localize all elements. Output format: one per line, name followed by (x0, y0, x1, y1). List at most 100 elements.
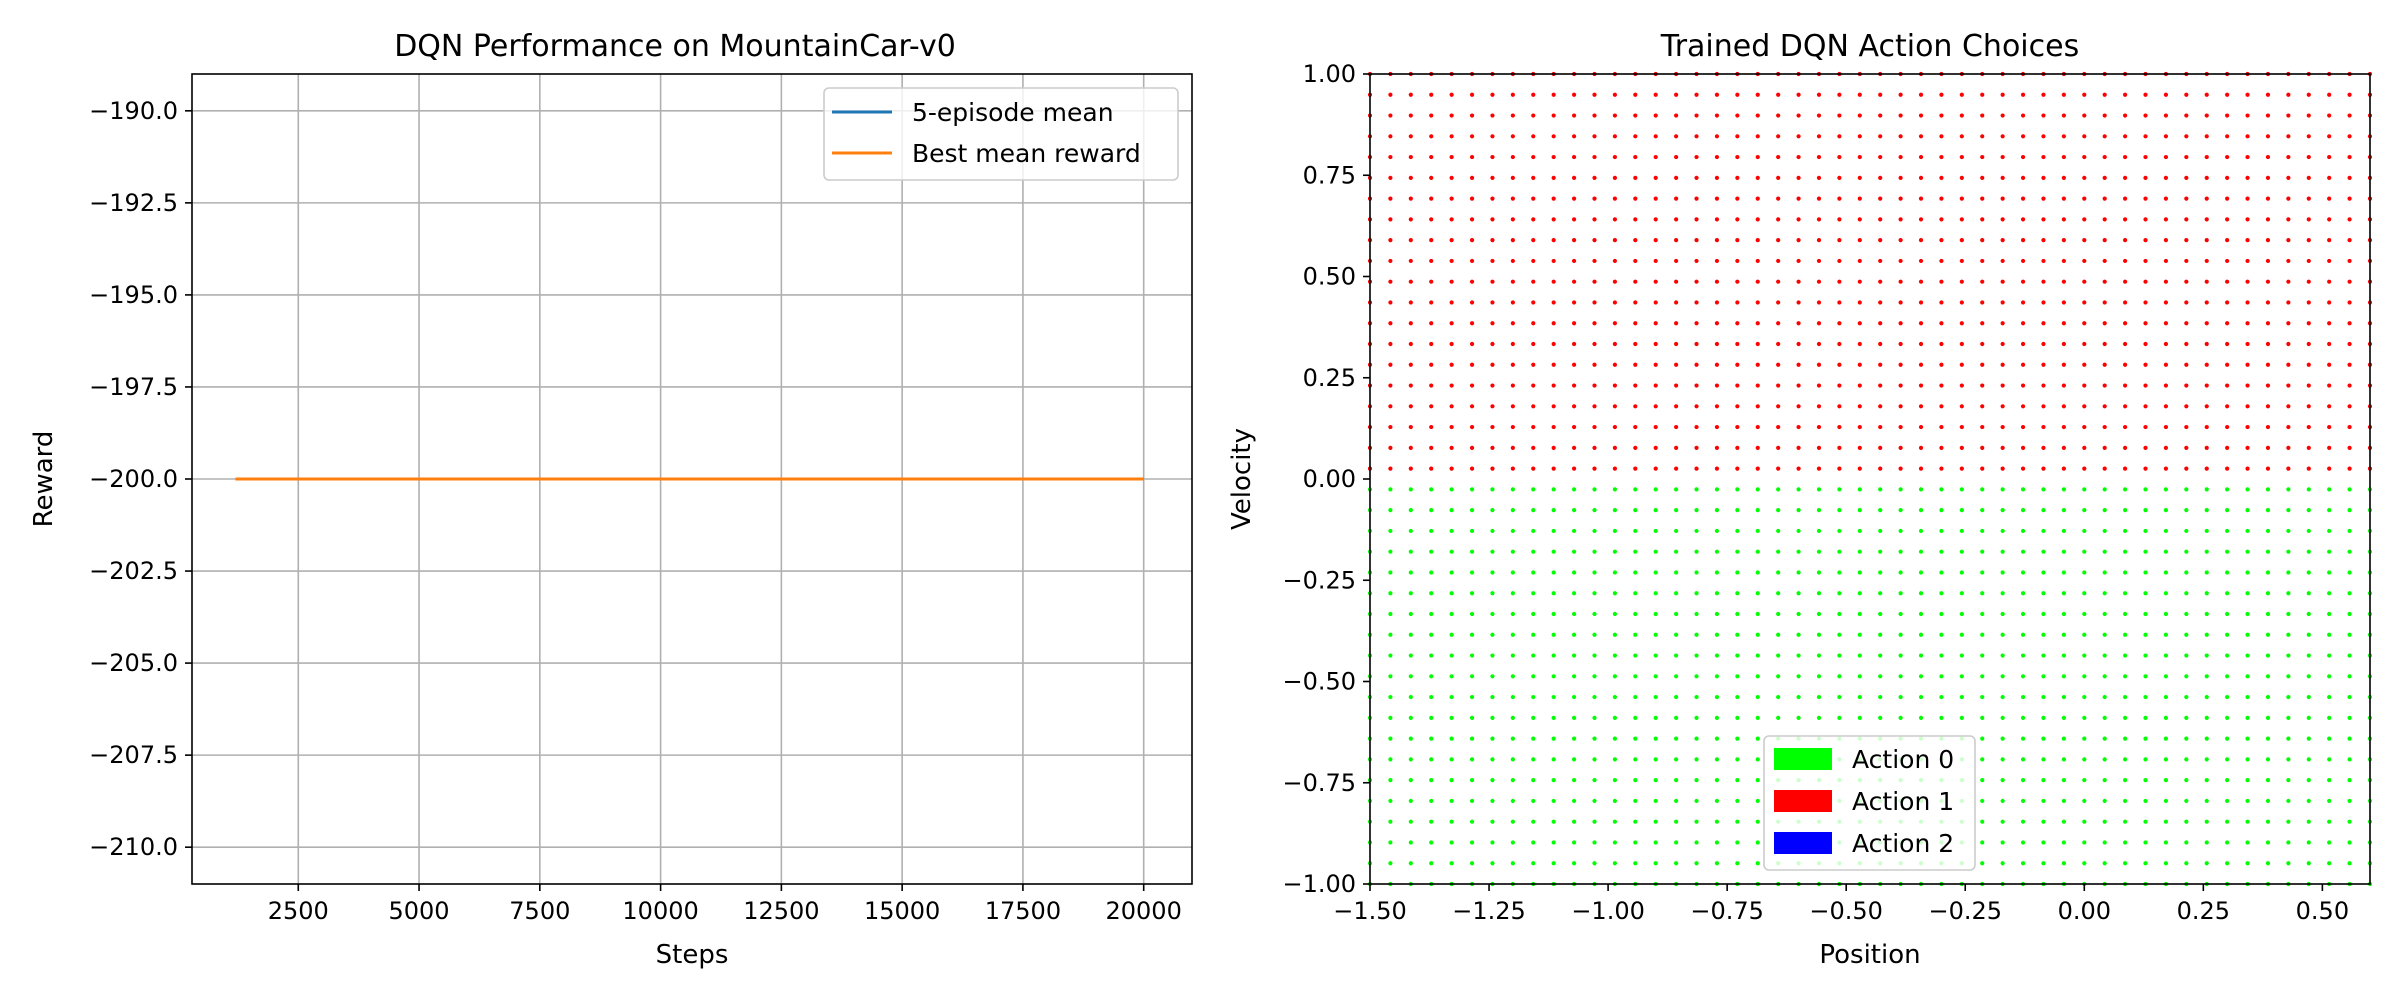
action-point (1633, 611, 1638, 617)
action-point (2245, 341, 2250, 347)
action-point (1918, 154, 1924, 160)
action-point (2265, 653, 2271, 658)
action-point (1878, 300, 1883, 305)
action-point (2245, 238, 2250, 243)
action-point (2286, 321, 2291, 326)
action-point (1898, 674, 1903, 679)
action-point (2245, 653, 2250, 658)
action-point (2327, 279, 2332, 284)
action-point (1857, 611, 1862, 617)
action-point (1755, 196, 1760, 201)
action-point (1714, 404, 1720, 409)
action-point (2327, 154, 2332, 160)
action-point (1918, 674, 1924, 679)
action-point (2306, 341, 2311, 347)
action-point (2306, 279, 2311, 284)
action-point (2265, 113, 2271, 118)
action-point (2347, 694, 2352, 700)
action-point (1816, 549, 1822, 554)
action-point (2061, 113, 2066, 118)
action-point (2204, 798, 2209, 804)
action-point (1408, 134, 1413, 139)
action-point (2245, 134, 2250, 139)
action-point (1796, 466, 1801, 471)
action-point (1816, 424, 1822, 430)
action-point (2082, 466, 2087, 471)
action-point (1735, 154, 1740, 160)
action-point (2225, 694, 2230, 700)
action-point (1714, 341, 1720, 347)
action-point (1469, 217, 1475, 222)
action-point (1898, 715, 1903, 720)
action-point (1939, 383, 1944, 388)
action-point (2184, 238, 2189, 243)
action-point (2245, 113, 2250, 118)
action-point (2245, 487, 2250, 492)
action-point (1531, 591, 1536, 596)
action-point (2041, 321, 2046, 326)
action-point (2020, 424, 2026, 430)
action-point (1959, 154, 1964, 160)
action-point (1898, 217, 1903, 222)
action-point (2082, 404, 2087, 409)
action-point (1449, 279, 1454, 284)
left-x-tick-label: 15000 (864, 897, 940, 925)
action-point (1490, 674, 1495, 679)
action-point (2245, 466, 2250, 471)
action-point (2184, 466, 2189, 471)
action-point (2143, 134, 2148, 139)
action-point (2204, 196, 2209, 201)
action-point (1694, 674, 1699, 679)
action-point (1449, 674, 1454, 679)
action-point (1939, 196, 1944, 201)
action-point (2041, 570, 2046, 575)
action-point (1571, 196, 1577, 201)
right-x-tick-label: 0.00 (2058, 897, 2111, 925)
action-point (2123, 300, 2128, 305)
action-point (2204, 466, 2209, 471)
action-point (1490, 300, 1495, 305)
action-point (1531, 632, 1536, 637)
action-point (2102, 92, 2107, 97)
action-point (1653, 798, 1658, 804)
action-point (2061, 528, 2066, 534)
action-point (2306, 196, 2311, 201)
action-point (2163, 92, 2169, 97)
action-point (2265, 570, 2271, 575)
action-point (2245, 798, 2250, 804)
action-point (2225, 424, 2230, 430)
action-point (1755, 840, 1760, 845)
action-point (1694, 341, 1699, 347)
action-point (1551, 383, 1556, 388)
action-point (1388, 508, 1393, 513)
action-point (1918, 383, 1924, 388)
action-point (1612, 528, 1617, 534)
action-point (1469, 341, 1475, 347)
action-point (2286, 674, 2291, 679)
action-point (2184, 279, 2189, 284)
action-point (2102, 798, 2107, 804)
action-point (2347, 196, 2352, 201)
left-x-tick-label: 12500 (743, 897, 819, 925)
action-point (1796, 217, 1801, 222)
action-point (1898, 570, 1903, 575)
action-point (1449, 840, 1454, 845)
action-point (1816, 528, 1822, 534)
action-point (2265, 196, 2271, 201)
action-point (2163, 674, 2169, 679)
action-point (2245, 819, 2250, 824)
action-point (1959, 196, 1964, 201)
action-point (2061, 258, 2066, 264)
action-point (1531, 404, 1536, 409)
action-point (1755, 674, 1760, 679)
action-point (1429, 300, 1434, 305)
action-point (1469, 778, 1475, 783)
action-point (1735, 341, 1740, 347)
action-point (1878, 362, 1883, 367)
action-point (2245, 861, 2250, 866)
action-point (2123, 341, 2128, 347)
action-point (1714, 757, 1720, 762)
action-point (2020, 154, 2026, 160)
action-point (1469, 238, 1475, 243)
